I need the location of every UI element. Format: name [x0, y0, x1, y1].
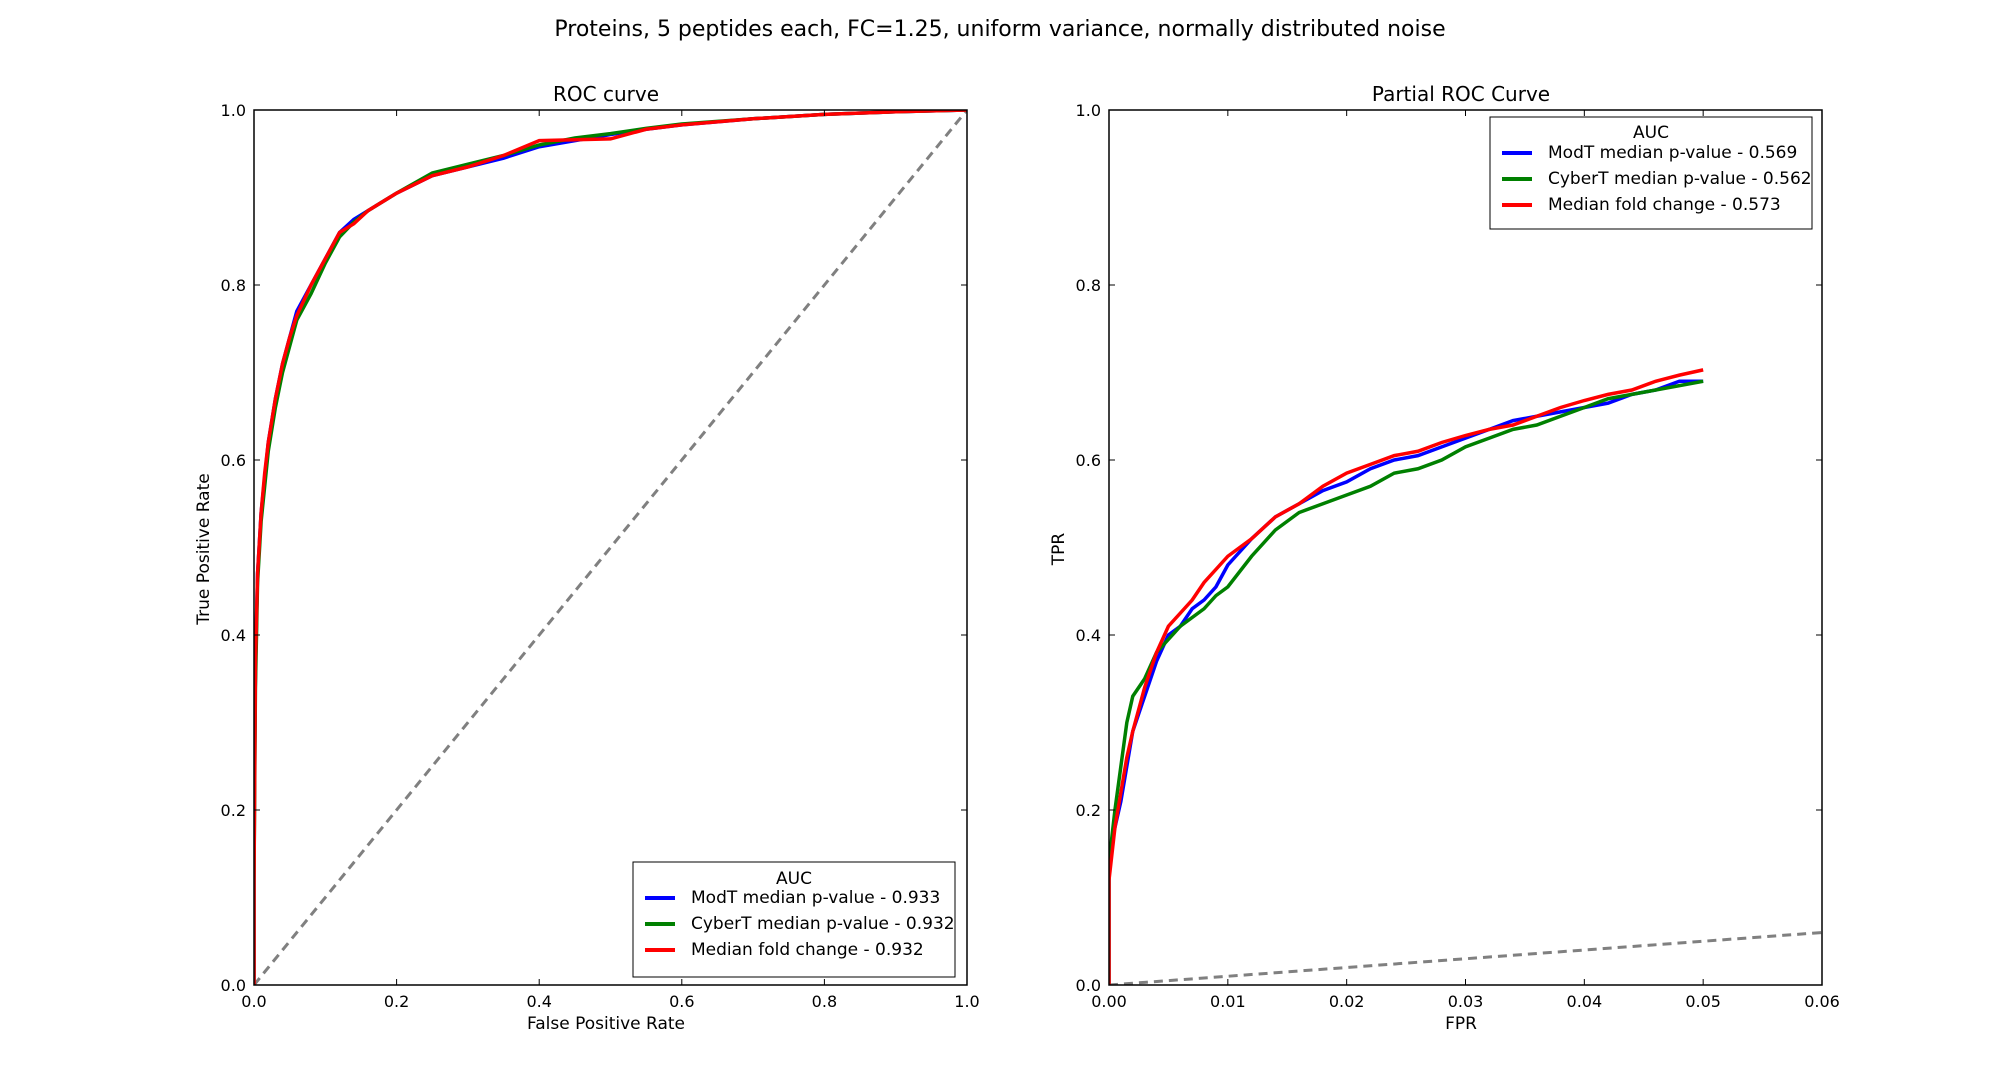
roc-curve-axes-frame — [253, 109, 968, 986]
partial-roc-curve-diagonal-line — [1109, 931, 1822, 985]
partial-roc-curve-legend-label-modt-series: ModT median p-value - 0.569 — [1548, 143, 1797, 163]
roc-curve-legend-label-modt-series: ModT median p-value - 0.933 — [691, 888, 940, 908]
roc-curve-foldchange-series-line — [254, 110, 967, 985]
roc-curve-ytick-label: 0.0 — [221, 976, 246, 995]
partial-roc-curve-legend-label-foldchange-series: Median fold change - 0.573 — [1548, 195, 1781, 215]
partial-roc-curve-panel: Partial ROC Curve FPR TPR 0.00 0.01 0.02 0.… — [1049, 82, 1840, 1034]
partial-roc-curve-xtick-label: 0.05 — [1685, 992, 1721, 1011]
roc-curve-xtick-label: 0.6 — [669, 992, 694, 1011]
roc-curve-legend-label-foldchange-series: Median fold change - 0.932 — [691, 940, 924, 960]
roc-curve-xtick-label: 1.0 — [954, 992, 979, 1011]
partial-roc-curve-xlabel: FPR — [1445, 1014, 1477, 1034]
roc-curve-ytick-label: 0.8 — [221, 276, 246, 295]
roc-curve-legend: AUC ModT median p-value - 0.933 CyberT me… — [632, 861, 956, 978]
roc-curve-diagonal-line — [254, 110, 967, 985]
roc-curve-legend-title: AUC — [776, 869, 812, 889]
partial-roc-curve-title: Partial ROC Curve — [1372, 82, 1550, 106]
partial-roc-curve-xtick-label: 0.03 — [1448, 992, 1484, 1011]
partial-roc-curve-ytick-label: 0.6 — [1076, 451, 1101, 470]
partial-roc-curve-xtick-label: 0.01 — [1210, 992, 1246, 1011]
partial-roc-curve-ytick-label: 0.2 — [1076, 801, 1101, 820]
roc-curve-xlabel: False Positive Rate — [527, 1014, 685, 1034]
roc-curve-ytick-label: 0.4 — [221, 626, 246, 645]
roc-curve-ytick-label: 1.0 — [221, 101, 246, 120]
partial-roc-curve-ylabel: TPR — [1049, 533, 1069, 567]
partial-roc-curve-foldchange-series-line — [1109, 368, 1704, 985]
roc-curve-xtick-label: 0.2 — [384, 992, 409, 1011]
partial-roc-curve-cybert-series-line — [1109, 379, 1704, 985]
roc-curve-legend-label-cybert-series: CyberT median p-value - 0.932 — [691, 914, 955, 934]
partial-roc-curve-xtick-label: 0.04 — [1567, 992, 1603, 1011]
roc-curve-panel: ROC curve False Positive Rate True Posit… — [194, 82, 980, 1034]
partial-roc-curve-plot-area: 0.00 0.01 0.02 0.03 0.04 0.05 0.06 0.0 0.2 0.4 0.6… — [1076, 101, 1840, 1011]
partial-roc-curve-ytick-label: 0.0 — [1076, 976, 1101, 995]
partial-roc-curve-axes-frame — [1108, 109, 1823, 986]
roc-curve-ytick-label: 0.6 — [221, 451, 246, 470]
roc-curve-plot-area: 0.0 0.2 0.4 0.6 0.8 1.0 0.0 0.2 0.4 0.6 0.8 1.0 — [221, 101, 980, 1011]
partial-roc-curve-legend-label-cybert-series: CyberT median p-value - 0.562 — [1548, 169, 1812, 189]
partial-roc-curve-ytick-label: 0.4 — [1076, 626, 1101, 645]
partial-roc-curve-legend: AUC ModT median p-value - 0.569 CyberT me… — [1489, 116, 1813, 230]
roc-curve-ytick-label: 0.2 — [221, 801, 246, 820]
partial-roc-curve-ytick-label: 0.8 — [1076, 276, 1101, 295]
roc-curve-title: ROC curve — [553, 82, 659, 106]
partial-roc-curve-ytick-label: 1.0 — [1076, 101, 1101, 120]
partial-roc-curve-xtick-label: 0.06 — [1804, 992, 1840, 1011]
roc-curve-xtick-label: 0.0 — [241, 992, 266, 1011]
roc-curve-xtick-label: 0.8 — [812, 992, 837, 1011]
partial-roc-curve-legend-box — [1489, 116, 1813, 230]
roc-curve-xtick-label: 0.4 — [526, 992, 551, 1011]
roc-curve-legend-box — [632, 861, 956, 978]
figure-suptitle: Proteins, 5 peptides each, FC=1.25, unif… — [554, 17, 1445, 42]
partial-roc-curve-xtick-label: 0.00 — [1091, 992, 1127, 1011]
partial-roc-curve-legend-title: AUC — [1633, 123, 1669, 143]
partial-roc-curve-xtick-label: 0.02 — [1329, 992, 1365, 1011]
roc-curve-ylabel: True Positive Rate — [194, 473, 214, 625]
